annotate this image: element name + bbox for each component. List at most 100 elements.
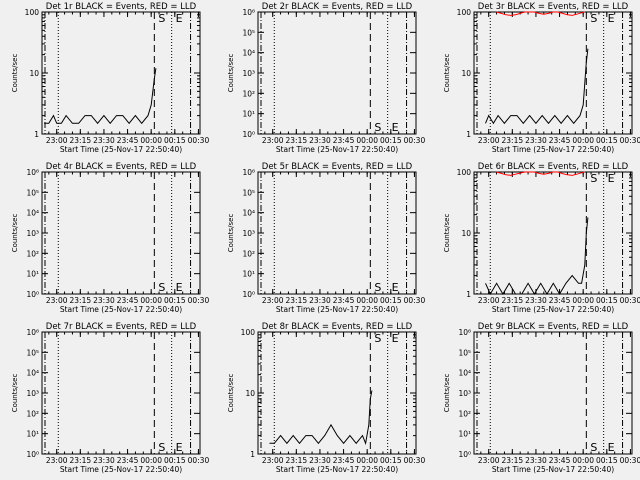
x-tick-label: 00:00 xyxy=(140,136,162,145)
y-tick-label: 10⁶ xyxy=(26,168,39,177)
x-axis-label: Start Time (25-Nov-17 22:50:40) xyxy=(276,145,398,154)
x-axis-label: Start Time (25-Nov-17 22:50:40) xyxy=(492,145,614,154)
y-tick-label: 10⁶ xyxy=(458,328,471,337)
y-tick-label: 100 xyxy=(457,168,472,177)
x-tick-label: 00:15 xyxy=(164,456,186,465)
marker-label-e: E xyxy=(608,12,615,25)
series-line-events xyxy=(485,217,589,296)
plot-frame xyxy=(41,11,201,135)
x-tick-label: 23:00 xyxy=(262,136,284,145)
y-tick-label: 10¹ xyxy=(242,110,255,119)
x-tick-label: 00:00 xyxy=(356,136,378,145)
x-tick-label: 23:00 xyxy=(478,136,500,145)
marker-label-e: E xyxy=(176,12,183,25)
x-tick-label: 23:30 xyxy=(309,456,331,465)
panel-title: Det 7r BLACK = Events, RED = LLD xyxy=(46,322,197,332)
x-axis-label: Start Time (25-Nov-17 22:50:40) xyxy=(276,305,398,314)
x-tick-label: 00:30 xyxy=(188,136,210,145)
x-tick-label: 23:00 xyxy=(262,456,284,465)
y-tick-label: 1 xyxy=(466,130,471,139)
y-tick-label: 100 xyxy=(457,8,472,17)
panel-title: Det 6r BLACK = Events, RED = LLD xyxy=(478,162,629,172)
marker-label-s: S xyxy=(590,12,597,25)
x-tick-label: 00:15 xyxy=(596,456,618,465)
plot-frame xyxy=(257,11,417,135)
x-tick-label: 23:45 xyxy=(117,456,139,465)
series-line-events xyxy=(269,390,373,446)
x-tick-label: 23:45 xyxy=(333,456,355,465)
panel-1: Det 1r BLACK = Events, RED = LLD Counts/s… xyxy=(11,2,209,154)
panel-3: Det 3r BLACK = Events, RED = LLD Counts/s… xyxy=(443,2,640,154)
x-tick-label: 23:00 xyxy=(46,456,68,465)
x-tick-label: 00:15 xyxy=(596,136,618,145)
y-tick-label: 10⁵ xyxy=(242,188,255,197)
plot-frame xyxy=(41,171,201,295)
x-tick-label: 00:15 xyxy=(164,296,186,305)
marker-label-e: E xyxy=(176,281,183,294)
panel-title: Det 8r BLACK = Events, RED = LLD xyxy=(262,322,413,332)
x-tick-label: 23:15 xyxy=(286,296,308,305)
panel-2: Det 2r BLACK = Events, RED = LLD Counts/s… xyxy=(227,2,425,154)
y-tick-label: 10⁵ xyxy=(26,188,39,197)
y-tick-label: 10 xyxy=(461,69,471,78)
y-tick-label: 10⁴ xyxy=(26,369,39,378)
marker-label-s: S xyxy=(158,12,165,25)
x-tick-label: 00:00 xyxy=(140,456,162,465)
y-tick-label: 10¹ xyxy=(242,270,255,279)
series-line-lld xyxy=(496,11,585,16)
y-tick-label: 10⁴ xyxy=(26,209,39,218)
x-tick-label: 23:45 xyxy=(549,296,571,305)
x-tick-label: 23:15 xyxy=(286,136,308,145)
panel-6: Det 6r BLACK = Events, RED = LLD Counts/s… xyxy=(443,162,640,314)
y-axis-label: Counts/sec xyxy=(11,54,19,93)
y-tick-label: 10⁶ xyxy=(26,328,39,337)
x-tick-label: 23:00 xyxy=(262,296,284,305)
y-tick-label: 10¹ xyxy=(458,430,471,439)
marker-label-s: S xyxy=(590,441,597,454)
x-axis-label: Start Time (25-Nov-17 22:50:40) xyxy=(492,305,614,314)
x-tick-label: 00:00 xyxy=(572,456,594,465)
x-tick-label: 00:15 xyxy=(380,456,402,465)
x-tick-label: 00:30 xyxy=(404,456,426,465)
plot-frame xyxy=(473,11,633,135)
panel-4: Det 4r BLACK = Events, RED = LLD Counts/s… xyxy=(11,162,209,314)
x-tick-label: 23:30 xyxy=(525,456,547,465)
panel-title: Det 9r BLACK = Events, RED = LLD xyxy=(478,322,629,332)
series-line-events xyxy=(485,48,589,125)
plot-frame xyxy=(473,171,633,295)
x-tick-label: 00:30 xyxy=(404,136,426,145)
x-tick-label: 00:15 xyxy=(164,136,186,145)
y-tick-label: 10⁰ xyxy=(26,290,39,299)
panel-8: Det 8r BLACK = Events, RED = LLD Counts/s… xyxy=(227,322,425,474)
x-tick-label: 00:30 xyxy=(620,456,640,465)
plot-frame xyxy=(41,331,201,455)
y-tick-label: 10² xyxy=(26,249,39,258)
x-tick-label: 00:00 xyxy=(356,296,378,305)
x-tick-label: 23:45 xyxy=(549,456,571,465)
y-tick-label: 10⁶ xyxy=(242,168,255,177)
y-tick-label: 10² xyxy=(26,409,39,418)
x-tick-label: 23:30 xyxy=(93,296,115,305)
y-tick-label: 10⁰ xyxy=(26,450,39,459)
x-tick-label: 23:45 xyxy=(117,136,139,145)
y-axis-label: Counts/sec xyxy=(227,214,235,253)
x-tick-label: 23:45 xyxy=(549,136,571,145)
y-tick-label: 1 xyxy=(466,290,471,299)
y-tick-label: 10⁴ xyxy=(242,49,255,58)
panel-7: Det 7r BLACK = Events, RED = LLD Counts/s… xyxy=(11,322,209,474)
marker-label-e: E xyxy=(392,121,399,134)
x-tick-label: 23:30 xyxy=(525,136,547,145)
y-tick-label: 10¹ xyxy=(26,270,39,279)
y-tick-label: 10³ xyxy=(458,389,471,398)
y-axis-label: Counts/sec xyxy=(443,54,451,93)
panel-title: Det 5r BLACK = Events, RED = LLD xyxy=(262,162,413,172)
y-tick-label: 1 xyxy=(250,450,255,459)
marker-label-s: S xyxy=(374,332,381,345)
marker-label-s: S xyxy=(374,121,381,134)
y-tick-label: 10⁵ xyxy=(242,28,255,37)
x-tick-label: 23:15 xyxy=(502,296,524,305)
x-tick-label: 23:45 xyxy=(333,136,355,145)
y-axis-label: Counts/sec xyxy=(11,374,19,413)
y-tick-label: 10⁶ xyxy=(242,8,255,17)
x-tick-label: 23:15 xyxy=(70,296,92,305)
